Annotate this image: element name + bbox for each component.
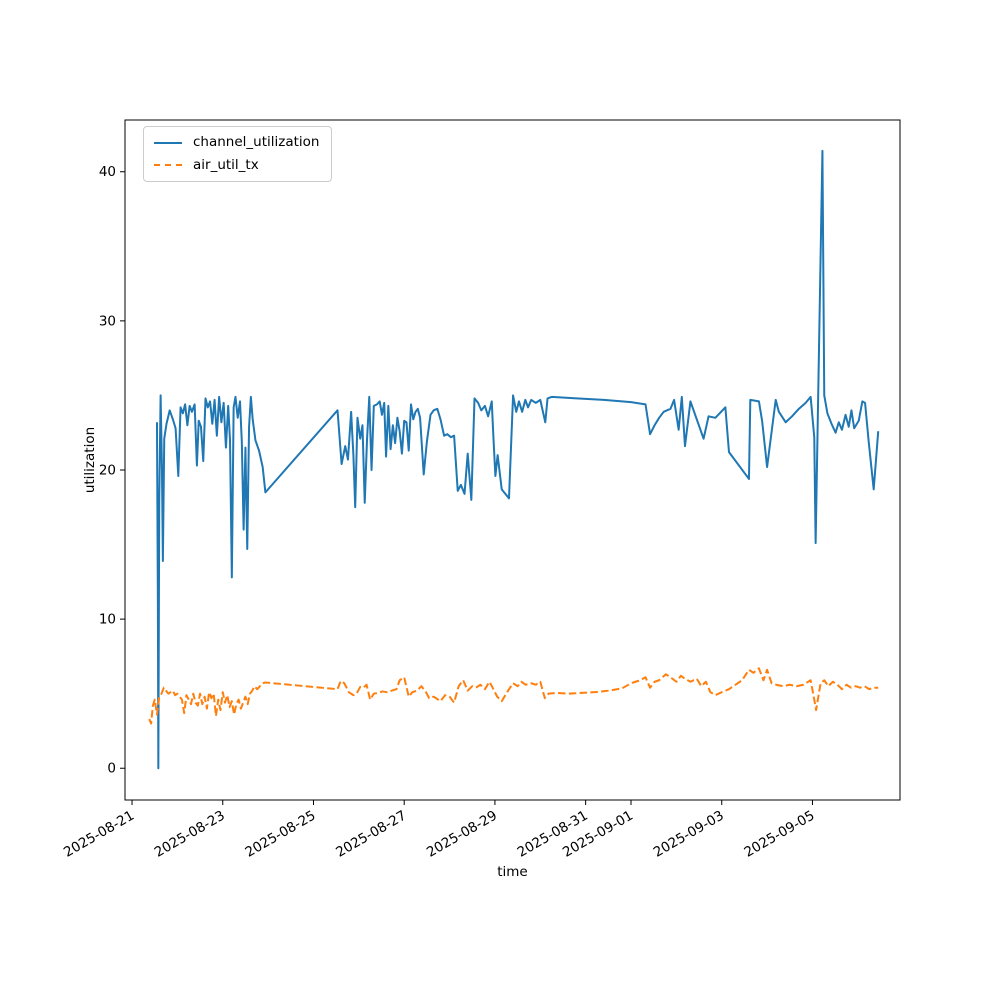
y-tick-label: 20 [99, 462, 116, 478]
y-axis-title: utilization [82, 426, 98, 494]
x-tick-label: 2025-09-03 [651, 808, 727, 861]
x-tick-label: 2025-08-21 [61, 808, 137, 861]
legend-entry-air-util-tx: air_util_tx [154, 157, 320, 175]
series-line-channel_utilization [155, 149, 880, 770]
legend-label-channel-utilization: channel_utilization [193, 134, 320, 150]
y-tick-label: 30 [99, 313, 116, 329]
x-tick-label: 2025-08-27 [333, 808, 409, 861]
x-tick-label: 2025-09-05 [741, 808, 817, 861]
legend-entry-channel-utilization: channel_utilization [154, 134, 320, 152]
x-tick-label: 2025-08-23 [152, 808, 228, 861]
x-tick-label: 2025-08-25 [243, 808, 319, 861]
axes-frame [124, 119, 901, 801]
legend-line-sample-solid [154, 141, 182, 144]
series-line-air_util_tx [148, 667, 879, 725]
y-tick-label: 10 [99, 612, 116, 628]
x-tick-label: 2025-08-29 [424, 808, 500, 861]
y-tick-label: 0 [107, 761, 116, 777]
legend-label-air-util-tx: air_util_tx [193, 156, 259, 173]
x-axis-title: time [497, 864, 528, 880]
legend-line-sample-dashed [154, 164, 182, 167]
legend: channel_utilization air_util_tx [143, 126, 332, 183]
y-tick-label: 40 [99, 164, 116, 180]
